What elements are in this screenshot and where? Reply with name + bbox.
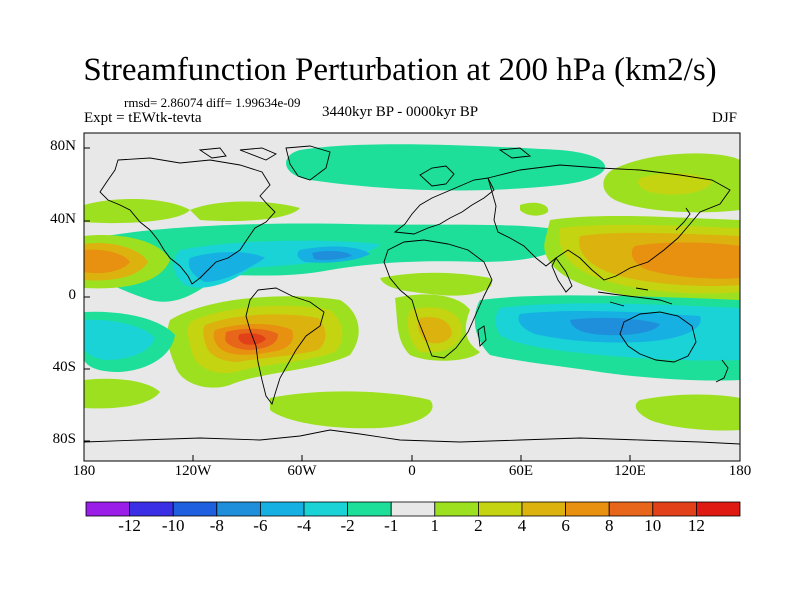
colorbar-label: -12 bbox=[118, 516, 141, 535]
contour-pos-samerica-6 bbox=[238, 333, 266, 345]
stats-label: rmsd= 2.86074 diff= 1.99634e-09 bbox=[124, 95, 301, 110]
contour-neg-atl-core-2 bbox=[312, 250, 352, 260]
contour-pos-cpac-3 bbox=[84, 249, 130, 274]
colorbar-label: 2 bbox=[474, 516, 483, 535]
coast-japan bbox=[675, 207, 691, 231]
coast-arctic-islands bbox=[198, 147, 532, 161]
coast-south-america bbox=[245, 287, 325, 405]
colorbar-labels: -12 -10 -8 -6 -4 -2 -1 1 2 4 6 8 10 12 bbox=[0, 516, 800, 540]
period-label: 3440kyr BP - 0000kyr BP bbox=[322, 104, 479, 120]
colorbar-label: 10 bbox=[644, 516, 662, 535]
plot-title: Streamfunction Perturbation at 200 hPa (… bbox=[83, 52, 717, 88]
colorbar-swatch bbox=[652, 501, 697, 517]
colorbar-label: -2 bbox=[340, 516, 355, 535]
axis-ticks bbox=[83, 147, 741, 461]
contour-pos-asia-small bbox=[520, 202, 549, 216]
lon-label-180e: 180 bbox=[728, 463, 752, 479]
colorbar-swatch bbox=[85, 501, 130, 517]
colorbar-label: -6 bbox=[253, 516, 268, 535]
colorbar-swatch bbox=[565, 501, 610, 517]
lon-label-0: 0 bbox=[408, 463, 416, 479]
coast-africa bbox=[383, 239, 493, 359]
colorbar-label: -8 bbox=[209, 516, 224, 535]
lat-label-0: 0 bbox=[68, 287, 77, 303]
lon-label-180w: 180 bbox=[72, 463, 96, 479]
coast-india bbox=[551, 257, 573, 293]
contour-pos-safrica-2 bbox=[417, 316, 452, 344]
colorbar-swatch bbox=[129, 501, 174, 517]
coast-antarctica bbox=[84, 429, 740, 445]
coast-greenland bbox=[285, 145, 331, 181]
experiment-label: Expt = tEWtk-tevta bbox=[84, 110, 202, 126]
lat-label-40n: 40N bbox=[50, 211, 76, 227]
coast-australia bbox=[619, 311, 697, 363]
contour-neg-arctic bbox=[286, 144, 605, 191]
colorbar-swatch bbox=[477, 501, 523, 517]
colorbar-label: -10 bbox=[161, 516, 185, 535]
lat-label-80s: 80S bbox=[52, 431, 76, 447]
coast-newzealand bbox=[715, 359, 729, 383]
colorbar-label: 4 bbox=[517, 516, 527, 535]
contour-pos-indopac-4 bbox=[631, 242, 740, 279]
colorbar-swatch bbox=[303, 501, 348, 517]
contour-neg-se-indian bbox=[690, 334, 740, 358]
contour-pos-npac bbox=[84, 198, 190, 224]
colorbar-label: 1 bbox=[430, 516, 440, 535]
colorbar-swatch bbox=[172, 501, 218, 517]
contour-pos-natl bbox=[190, 201, 300, 222]
contour-pos-ne-asia-inner bbox=[638, 173, 712, 195]
contour-pos-southern-ocean bbox=[270, 391, 433, 429]
colorbar-swatch bbox=[696, 501, 741, 517]
lat-label-40s: 40S bbox=[52, 359, 76, 375]
coast-madagascar bbox=[477, 325, 487, 347]
colorbar-swatch bbox=[347, 501, 392, 517]
coast-asia bbox=[487, 164, 731, 281]
colorbar-label: -1 bbox=[384, 516, 399, 535]
lon-label-60e: 60E bbox=[508, 463, 534, 479]
lon-label-120e: 120E bbox=[614, 463, 646, 479]
colorbar-label: -4 bbox=[296, 516, 312, 535]
colorbar-swatch bbox=[390, 501, 436, 517]
coast-scandinavia bbox=[419, 165, 455, 187]
coast-indonesia bbox=[597, 287, 673, 307]
colorbar-label: 6 bbox=[561, 516, 570, 535]
colorbar-swatch bbox=[434, 501, 479, 517]
colorbar-label: 8 bbox=[604, 516, 614, 535]
season-label: DJF bbox=[712, 110, 738, 126]
colorbar-swatch bbox=[216, 501, 261, 517]
colorbar-swatch bbox=[521, 501, 566, 517]
lon-label-120w: 120W bbox=[174, 463, 212, 479]
contour-neg-nh-band-3 bbox=[188, 252, 265, 282]
coast-europe bbox=[393, 177, 495, 235]
contour-pos-sw-pac bbox=[84, 378, 160, 409]
lat-label-80n: 80N bbox=[50, 138, 76, 154]
colorbar-label: 12 bbox=[687, 516, 705, 535]
contour-pos-south-indian bbox=[635, 394, 740, 431]
coastlines bbox=[84, 145, 740, 445]
contour-pos-atl-eq bbox=[380, 272, 492, 296]
lon-label-60w: 60W bbox=[287, 463, 317, 479]
contour-neg-sepac-2 bbox=[84, 319, 155, 360]
colorbar bbox=[85, 501, 741, 517]
colorbar-swatch bbox=[259, 501, 305, 517]
coast-north-america bbox=[99, 157, 276, 285]
contour-neg-sh-indian-4 bbox=[570, 317, 660, 336]
colorbar-swatch bbox=[608, 501, 654, 517]
